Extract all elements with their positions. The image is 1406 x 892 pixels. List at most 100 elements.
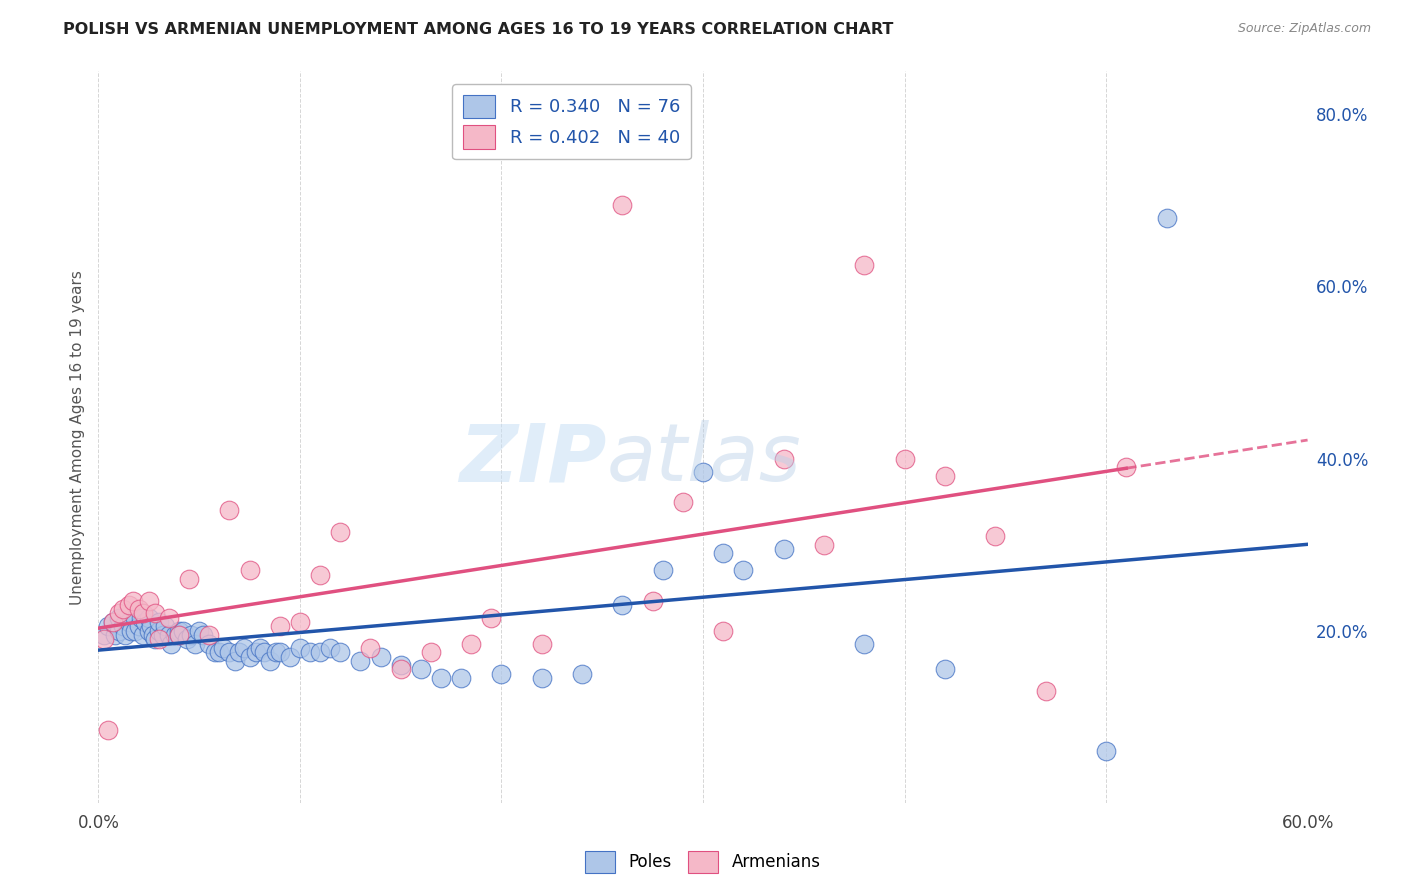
Point: [259, 654, 281, 668]
Point: [224, 654, 246, 668]
Point: [163, 628, 186, 642]
Point: [97, 723, 120, 737]
Point: [198, 628, 221, 642]
Point: [389, 658, 412, 673]
Point: [204, 645, 226, 659]
Point: [167, 628, 190, 642]
Point: [733, 564, 755, 578]
Text: atlas: atlas: [606, 420, 801, 498]
Point: [143, 607, 166, 621]
Point: [148, 632, 170, 647]
Point: [212, 640, 235, 655]
Point: [245, 645, 267, 659]
Point: [430, 671, 453, 685]
Point: [107, 611, 129, 625]
Point: [152, 628, 174, 642]
Point: [184, 637, 207, 651]
Point: [772, 541, 794, 556]
Point: [111, 619, 134, 633]
Point: [129, 611, 152, 625]
Point: [253, 645, 276, 659]
Point: [103, 628, 125, 642]
Point: [672, 494, 695, 508]
Point: [278, 649, 301, 664]
Point: [138, 593, 160, 607]
Point: [134, 615, 156, 629]
Point: [198, 637, 221, 651]
Point: [481, 611, 503, 625]
Legend: R = 0.340   N = 76, R = 0.402   N = 40: R = 0.340 N = 76, R = 0.402 N = 40: [453, 84, 690, 160]
Point: [853, 637, 876, 651]
Point: [193, 628, 215, 642]
Point: [329, 645, 352, 659]
Point: [612, 598, 634, 612]
Point: [157, 611, 180, 625]
Point: [934, 662, 956, 676]
Point: [288, 615, 311, 629]
Point: [491, 666, 513, 681]
Point: [249, 640, 271, 655]
Point: [228, 645, 250, 659]
Point: [107, 624, 129, 638]
Point: [934, 468, 956, 483]
Point: [288, 640, 311, 655]
Point: [711, 624, 734, 638]
Point: [239, 564, 262, 578]
Point: [118, 615, 141, 629]
Point: [148, 615, 170, 629]
Point: [157, 628, 180, 642]
Point: [218, 645, 240, 659]
Point: [124, 624, 146, 638]
Point: [370, 649, 392, 664]
Point: [530, 637, 553, 651]
Point: [319, 640, 342, 655]
Point: [460, 637, 482, 651]
Point: [120, 624, 142, 638]
Point: [124, 611, 146, 625]
Point: [180, 628, 202, 642]
Point: [309, 645, 332, 659]
Point: [218, 503, 240, 517]
Point: [772, 451, 794, 466]
Point: [389, 662, 412, 676]
Point: [450, 671, 472, 685]
Point: [853, 258, 876, 272]
Point: [571, 666, 593, 681]
Point: [188, 624, 211, 638]
Text: POLISH VS ARMENIAN UNEMPLOYMENT AMONG AGES 16 TO 19 YEARS CORRELATION CHART: POLISH VS ARMENIAN UNEMPLOYMENT AMONG AG…: [63, 22, 894, 37]
Point: [93, 628, 115, 642]
Point: [208, 645, 231, 659]
Point: [121, 593, 143, 607]
Point: [172, 624, 194, 638]
Point: [329, 524, 352, 539]
Point: [1095, 744, 1118, 758]
Point: [93, 632, 115, 647]
Point: [984, 529, 1007, 543]
Point: [132, 607, 155, 621]
Point: [114, 628, 136, 642]
Point: [179, 572, 201, 586]
Point: [138, 624, 160, 638]
Point: [530, 671, 553, 685]
Point: [641, 593, 664, 607]
Point: [1156, 211, 1178, 225]
Text: ZIP: ZIP: [458, 420, 606, 498]
Point: [232, 640, 254, 655]
Point: [139, 619, 162, 633]
Point: [269, 619, 291, 633]
Point: [160, 637, 183, 651]
Point: [101, 615, 124, 629]
Point: [1035, 684, 1057, 698]
Point: [167, 628, 190, 642]
Point: [813, 538, 835, 552]
Point: [176, 632, 198, 647]
Point: [148, 624, 170, 638]
Point: [420, 645, 443, 659]
Point: [111, 602, 134, 616]
Point: [299, 645, 322, 659]
Point: [349, 654, 371, 668]
Legend: Poles, Armenians: Poles, Armenians: [578, 845, 828, 880]
Point: [239, 649, 262, 664]
Y-axis label: Unemployment Among Ages 16 to 19 years: Unemployment Among Ages 16 to 19 years: [69, 269, 84, 605]
Point: [309, 567, 332, 582]
